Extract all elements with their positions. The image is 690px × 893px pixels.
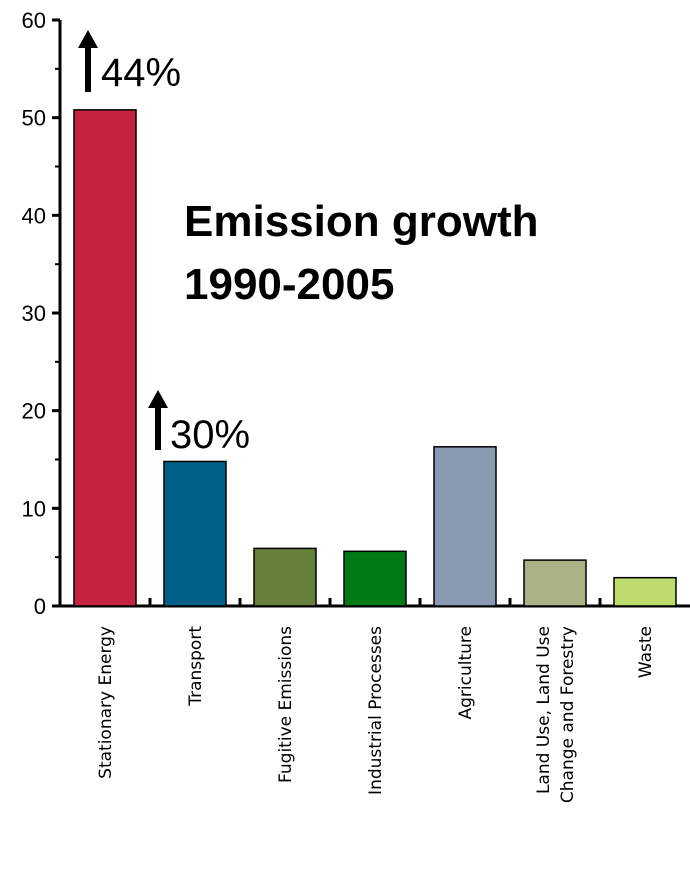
x-category-label: Fugitive Emissions bbox=[276, 626, 296, 783]
bar-0 bbox=[73, 109, 137, 607]
y-tick-label: 20 bbox=[22, 399, 46, 424]
x-axis-category-labels: Stationary Energy Transport Fugitive Emiss… bbox=[96, 626, 656, 803]
bar-1 bbox=[163, 460, 227, 607]
up-arrow-icon bbox=[78, 30, 98, 48]
bar-2 bbox=[253, 547, 317, 607]
chart-title-line-1: Emission growth bbox=[184, 197, 538, 246]
growth-percentage-label: 30% bbox=[170, 413, 250, 457]
x-category-label: Land Use, Land Use bbox=[534, 626, 554, 794]
x-category-label: Waste bbox=[636, 626, 656, 678]
chart-title-line-2: 1990-2005 bbox=[184, 260, 394, 309]
x-category-label: Stationary Energy bbox=[96, 626, 116, 779]
bar-6 bbox=[613, 576, 677, 607]
y-tick-label: 10 bbox=[22, 496, 46, 521]
up-arrow-icon bbox=[148, 390, 168, 408]
y-tick-label: 0 bbox=[34, 594, 46, 619]
growth-percentage-label: 44% bbox=[101, 51, 181, 95]
y-tick-label: 40 bbox=[22, 203, 46, 228]
x-category-label: Industrial Processes bbox=[366, 626, 386, 795]
bar-4 bbox=[433, 446, 497, 607]
y-tick-label: 30 bbox=[22, 301, 46, 326]
axes bbox=[58, 20, 690, 608]
x-category-label: Agriculture bbox=[456, 626, 476, 720]
x-category-label: Transport bbox=[186, 626, 206, 707]
y-axis-ticks: 0 10 20 30 40 50 60 bbox=[22, 8, 60, 619]
y-tick-label: 50 bbox=[22, 106, 46, 131]
bars bbox=[73, 109, 677, 607]
y-tick-label: 60 bbox=[22, 8, 46, 33]
growth-annotations: 44% 30% bbox=[78, 30, 250, 457]
bar-3 bbox=[343, 550, 407, 607]
bar-5 bbox=[523, 559, 587, 607]
x-category-label: Change and Forestry bbox=[558, 626, 578, 803]
